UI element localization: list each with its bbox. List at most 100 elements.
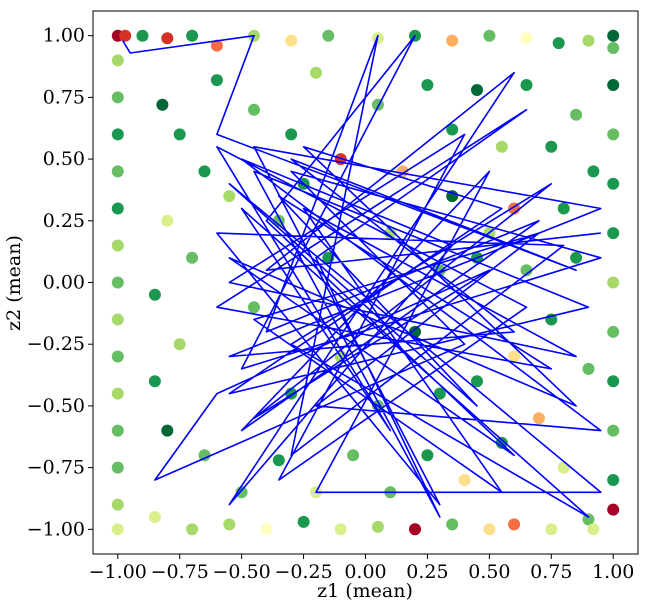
scatter-point-76 <box>520 264 533 277</box>
scatter-point-82 <box>532 412 545 425</box>
scatter-point-70 <box>545 140 558 153</box>
x-tick-label-1: −0.75 <box>151 561 209 583</box>
scatter-point-45 <box>607 474 620 486</box>
scatter-point-113 <box>409 523 421 536</box>
scatter-point-44 <box>607 503 620 516</box>
x-tick-label-0: −1.00 <box>89 561 147 583</box>
scatter-point-108 <box>433 387 446 400</box>
scatter-point-8 <box>322 29 335 42</box>
scatter-point-26 <box>111 387 124 400</box>
scatter-point-14 <box>552 37 565 50</box>
scatter-point-28 <box>111 461 124 474</box>
scatter-point-80 <box>508 350 521 363</box>
x-tick-label-5: 0.25 <box>406 561 448 583</box>
scatter-point-34 <box>260 523 273 536</box>
scatter-point-11 <box>446 34 459 47</box>
scatter-point-23 <box>111 276 124 289</box>
scatter-point-66 <box>446 123 459 136</box>
scatter-point-17 <box>111 54 124 67</box>
scatter-point-54 <box>607 42 620 54</box>
scatter-point-18 <box>111 91 124 104</box>
scatter-point-40 <box>483 523 496 536</box>
scatter-point-31 <box>148 511 161 523</box>
scatter-point-25 <box>111 350 124 363</box>
y-tick-label-2: −0.50 <box>27 395 85 417</box>
scatter-point-109 <box>248 301 260 314</box>
scatter-point-41 <box>508 518 521 531</box>
scatter-point-47 <box>607 375 620 388</box>
scatter-point-39 <box>446 518 459 531</box>
scatter-point-2 <box>136 29 149 42</box>
scatter-point-67 <box>471 84 483 96</box>
scatter-point-48 <box>607 325 620 338</box>
scatter-point-111 <box>446 190 459 203</box>
scatter-point-1 <box>119 29 132 42</box>
scatter-point-21 <box>111 202 124 215</box>
scatter-point-12 <box>483 29 496 42</box>
scatter-point-32 <box>186 523 199 536</box>
scatter-points-layer <box>111 29 620 536</box>
scatter-point-96 <box>148 288 161 301</box>
scatter-point-102 <box>384 227 397 240</box>
scatter-point-50 <box>607 227 620 240</box>
scatter-point-53 <box>607 79 620 91</box>
y-tick-label-7: 0.75 <box>43 86 85 108</box>
scatter-point-36 <box>334 523 347 536</box>
scatter-point-61 <box>310 66 322 79</box>
x-axis-title: z1 (mean) <box>317 580 413 602</box>
scatter-point-16 <box>607 29 620 42</box>
scatter-point-7 <box>285 34 298 47</box>
scatter-point-19 <box>111 128 124 141</box>
scatter-point-97 <box>186 251 199 264</box>
y-tick-label-4: 0.00 <box>43 272 85 294</box>
scatter-point-57 <box>210 74 223 87</box>
scatter-point-55 <box>156 98 169 111</box>
y-tick-label-1: −0.75 <box>27 457 85 479</box>
trajectory-lines-layer <box>122 34 602 518</box>
scatter-point-95 <box>173 338 186 351</box>
scatter-point-68 <box>495 140 508 153</box>
scatter-point-52 <box>607 128 620 141</box>
y-tick-label-6: 0.50 <box>43 148 85 170</box>
scatter-point-13 <box>520 32 533 45</box>
scatter-point-69 <box>520 79 533 91</box>
scatter-point-73 <box>557 202 570 215</box>
x-tick-label-4: 0.00 <box>344 561 386 583</box>
trajectory-line <box>122 34 602 518</box>
scatter-point-85 <box>458 474 471 486</box>
scatter-point-46 <box>607 424 620 437</box>
scatter-point-79 <box>582 362 595 375</box>
y-tick-label-3: −0.25 <box>27 333 85 355</box>
scatter-point-49 <box>607 276 620 289</box>
x-tick-label-7: 0.75 <box>530 561 572 583</box>
scatter-point-90 <box>272 454 285 467</box>
x-tick-label-8: 1.00 <box>592 561 634 583</box>
scatter-point-59 <box>248 103 260 116</box>
x-tick-label-6: 0.50 <box>468 561 510 583</box>
scatter-point-33 <box>223 518 236 531</box>
scatter-point-24 <box>111 313 124 326</box>
scatter-point-58 <box>223 190 236 203</box>
scatter-point-30 <box>111 523 124 536</box>
scatter-point-65 <box>421 79 434 91</box>
scatter-point-35 <box>297 515 310 528</box>
scatter-point-15 <box>582 34 595 47</box>
scatter-point-22 <box>111 239 124 252</box>
scatter-point-3 <box>161 32 174 45</box>
scatter-point-51 <box>607 177 620 190</box>
scatter-point-4 <box>186 29 199 42</box>
y-axis-ticks: −1.00 −0.75 −0.50 −0.25 0.00 0.25 0.50 0.75 1.00 <box>27 25 93 540</box>
x-tick-label-2: −0.50 <box>213 561 271 583</box>
scatter-point-88 <box>347 449 360 462</box>
scatter-point-43 <box>582 513 595 526</box>
scatter-point-29 <box>111 498 124 511</box>
scatter-point-27 <box>111 424 124 437</box>
scatter-point-98 <box>161 214 174 227</box>
y-tick-label-0: −1.00 <box>27 518 85 540</box>
scatter-point-72 <box>587 165 600 178</box>
scatter-point-99 <box>198 165 211 178</box>
scatter-point-84 <box>557 461 570 474</box>
scatter-point-114 <box>587 523 600 536</box>
scatter-point-77 <box>570 251 583 264</box>
